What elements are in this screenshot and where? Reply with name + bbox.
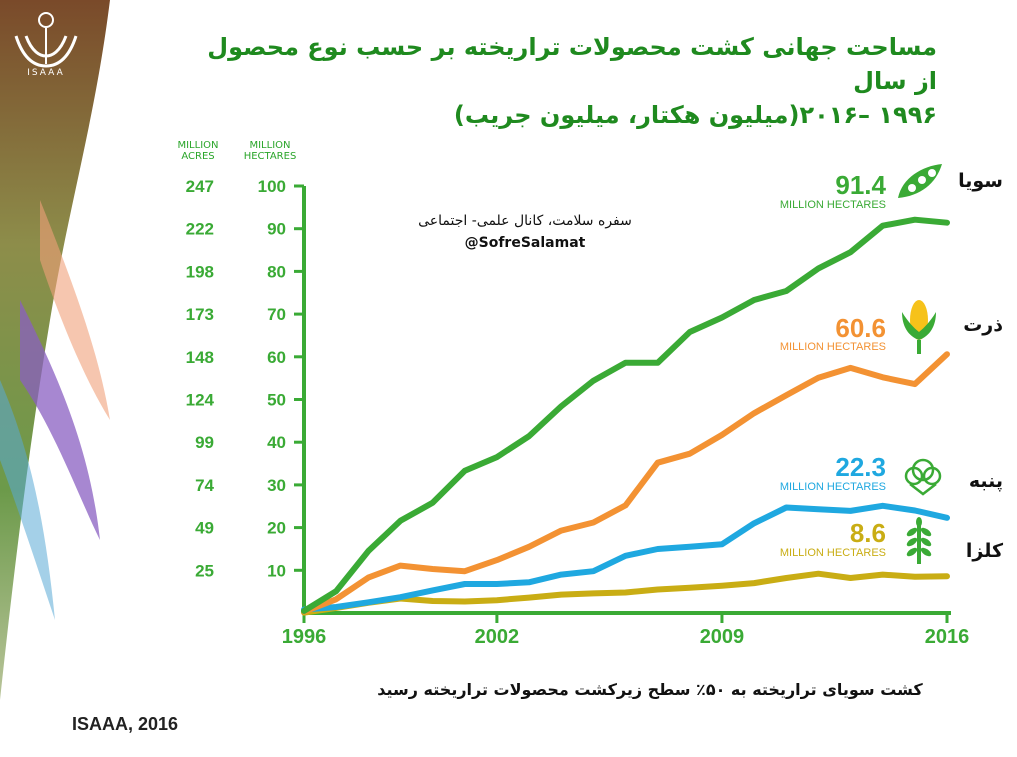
y-tick-label-hectares: 10 — [267, 561, 286, 580]
watermark: سفره سلامت، کانال علمی- اجتماعی @SofreSa… — [380, 210, 670, 254]
x-tick-label: 1996 — [282, 626, 327, 648]
y-tick-label-acres: 25 — [195, 561, 214, 580]
canola-unit-label: MILLION HECTARES — [779, 547, 886, 559]
y-tick-label-acres: 124 — [186, 391, 215, 410]
x-tick-label: 2009 — [700, 626, 745, 648]
y-tick-label-hectares: 90 — [267, 220, 286, 239]
source-label: ISAAA, 2016 — [72, 714, 179, 734]
y-axis-unit-hectares: MILLION HECTARES — [243, 140, 297, 162]
chart-title: مساحت جهانی کشت محصولات تراریخته بر حسب … — [177, 30, 937, 132]
y-tick-label-acres: 222 — [186, 220, 214, 239]
footnote: کشت سویای تراریخته به ۵۰٪ سطح زیرکشت محص… — [377, 680, 923, 699]
y-tick-label-acres: 99 — [195, 433, 214, 452]
corn-final-value: 60.6 — [835, 313, 886, 343]
crop-label-canola: کلزا — [965, 540, 1003, 562]
watermark-line-1: سفره سلامت، کانال علمی- اجتماعی — [418, 213, 632, 229]
corn-icon — [902, 300, 936, 354]
y-tick-label-hectares: 50 — [267, 391, 286, 410]
canola-final-value: 8.6 — [849, 518, 886, 548]
y-axis-unit-acres: MILLION ACRES — [177, 140, 219, 162]
y-tick-label-hectares: 80 — [267, 262, 286, 281]
series-line-0 — [301, 216, 950, 614]
y-tick-label-acres: 148 — [186, 348, 214, 367]
cotton-final-value: 22.3 — [835, 452, 886, 482]
y-tick-label-acres: 247 — [186, 177, 214, 196]
series-line-1 — [301, 351, 950, 615]
title-line-2: ۱۹۹۶ –۲۰۱۶(میلیون هکتار، میلیون جریب) — [453, 101, 937, 129]
logo-text: ISAAA — [27, 68, 65, 78]
isaaa-logo — [14, 12, 78, 68]
title-line-1: مساحت جهانی کشت محصولات تراریخته بر حسب … — [207, 33, 937, 95]
y-tick-label-acres: 74 — [195, 476, 214, 495]
cotton-unit-label: MILLION HECTARES — [779, 481, 886, 493]
y-tick-label-hectares: 40 — [267, 433, 286, 452]
decorative-ribbons — [0, 0, 110, 700]
soy-unit-label: MILLION HECTARES — [779, 199, 886, 211]
soybean-pod-icon — [898, 164, 942, 198]
crop-label-corn: ذرت — [963, 314, 1003, 336]
series-line-3 — [301, 570, 950, 616]
series-line-2 — [301, 502, 950, 613]
x-tick-label: 2016 — [925, 626, 970, 648]
cotton-icon — [904, 458, 942, 496]
y-tick-label-hectares: 70 — [267, 305, 286, 324]
x-tick-label: 2002 — [475, 626, 520, 648]
watermark-line-2: @SofreSalamat — [464, 235, 586, 251]
y-tick-label-acres: 49 — [195, 519, 214, 538]
canola-icon — [906, 517, 932, 564]
y-tick-label-hectares: 30 — [267, 476, 286, 495]
y-tick-label-acres: 173 — [186, 305, 214, 324]
soy-final-value: 91.4 — [835, 170, 886, 200]
y-tick-label-hectares: 60 — [267, 348, 286, 367]
crop-label-soy: سویا — [958, 170, 1003, 192]
y-tick-label-hectares: 100 — [258, 177, 286, 196]
crop-label-cotton: پنبه — [968, 470, 1003, 492]
corn-unit-label: MILLION HECTARES — [779, 341, 886, 353]
y-tick-label-hectares: 20 — [267, 519, 286, 538]
y-tick-label-acres: 198 — [186, 262, 214, 281]
